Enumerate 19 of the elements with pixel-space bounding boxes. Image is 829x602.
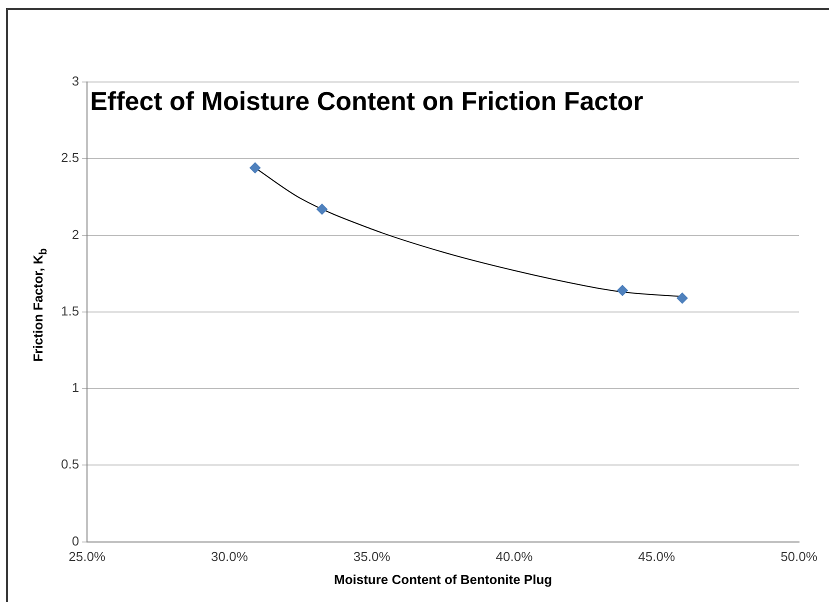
x-tick-label: 50.0%: [780, 549, 818, 564]
point: [676, 292, 688, 304]
x-tick-label: 25.0%: [68, 549, 106, 564]
chart-title: Effect of Moisture Content on Friction Factor: [90, 86, 644, 116]
x-tick-label: 45.0%: [638, 549, 676, 564]
x-axis-title: Moisture Content of Bentonite Plug: [334, 572, 552, 587]
y-tick-label: 1: [72, 380, 80, 396]
x-tick-label: 30.0%: [211, 549, 248, 564]
y-tick-label: 0.5: [60, 456, 80, 472]
y-tick-label: 2.5: [60, 150, 80, 166]
point: [316, 204, 328, 215]
point: [250, 162, 261, 174]
y-tick-label: 1.5: [60, 303, 80, 318]
x-tick-label: 35.0%: [353, 549, 391, 564]
y-tick-label: 3: [72, 74, 80, 89]
point: [616, 284, 628, 296]
x-tick-label: 40.0%: [496, 549, 534, 564]
y-tick-label: 0: [72, 533, 80, 548]
y-tick-label: 2: [72, 226, 80, 242]
